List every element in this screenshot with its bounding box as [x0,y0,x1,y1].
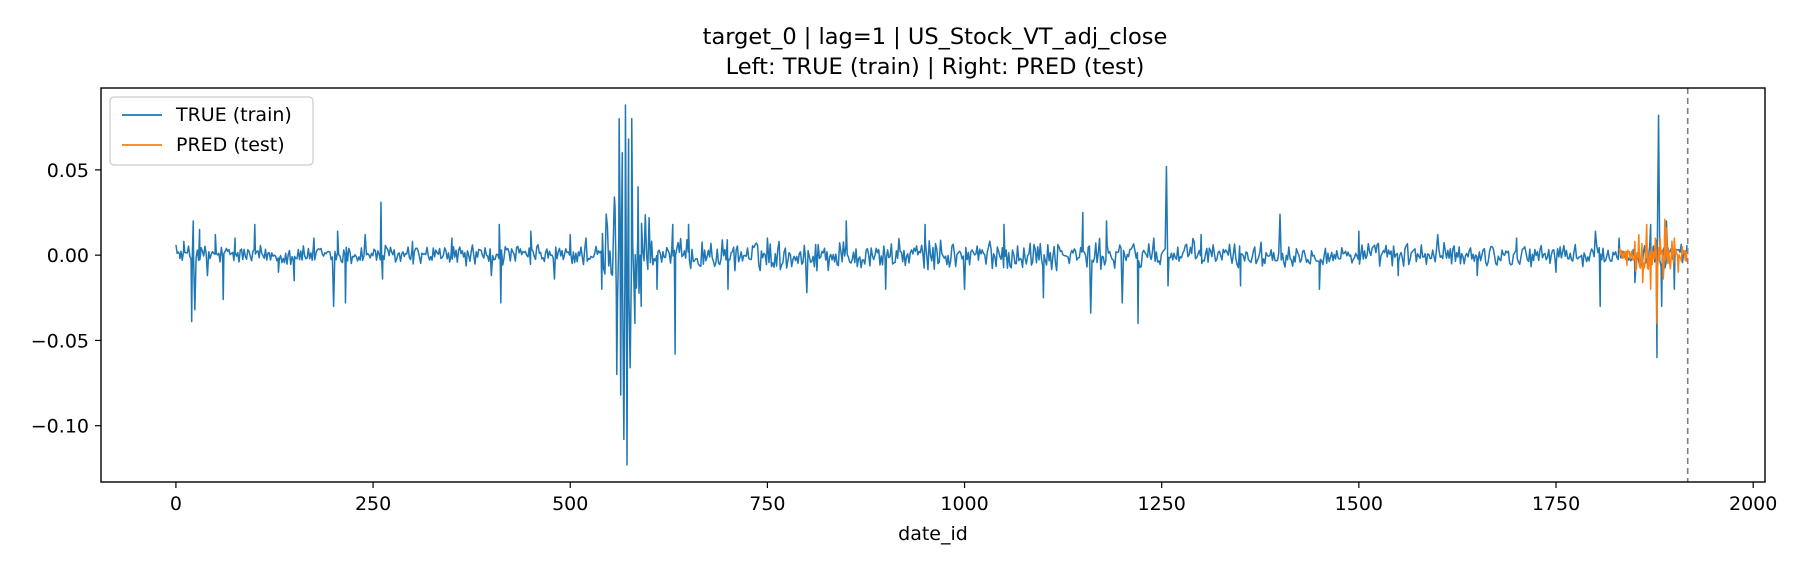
legend-box [109,96,314,166]
chart-subtitle: Left: TRUE (train) | Right: PRED (test) [726,54,1145,80]
x-tick-label: 1500 [1335,493,1383,515]
series-true-train-line [175,104,1688,466]
x-tick-label: 500 [552,493,588,515]
axes-frame [100,87,1766,483]
y-tick-label: −0.05 [31,330,89,352]
x-axis: 0 250 500 750 1000 1250 1500 1750 2000 [170,482,1777,515]
chart-title: target_0 | lag=1 | US_Stock_VT_adj_close [703,24,1168,50]
legend: TRUE (train) PRED (test) [109,96,314,166]
x-tick-label: 1750 [1532,493,1580,515]
x-axis-label: date_id [898,523,968,545]
y-tick-label: 0.05 [47,160,89,182]
title-group: target_0 | lag=1 | US_Stock_VT_adj_close… [703,24,1168,80]
x-tick-label: 0 [170,493,182,515]
x-tick-label: 750 [749,493,785,515]
x-tick-label: 250 [355,493,391,515]
legend-label-pred: PRED (test) [176,134,285,156]
y-tick-label: 0.00 [47,245,89,267]
x-tick-label: 2000 [1729,493,1777,515]
legend-label-true: TRUE (train) [175,104,292,126]
series-layer [175,104,1688,466]
y-axis: 0.05 0.00 −0.05 −0.10 [31,160,101,438]
x-tick-label: 1250 [1138,493,1186,515]
y-tick-label: −0.10 [31,416,89,438]
series-pred-test-line [1618,218,1688,325]
x-tick-label: 1000 [940,493,988,515]
